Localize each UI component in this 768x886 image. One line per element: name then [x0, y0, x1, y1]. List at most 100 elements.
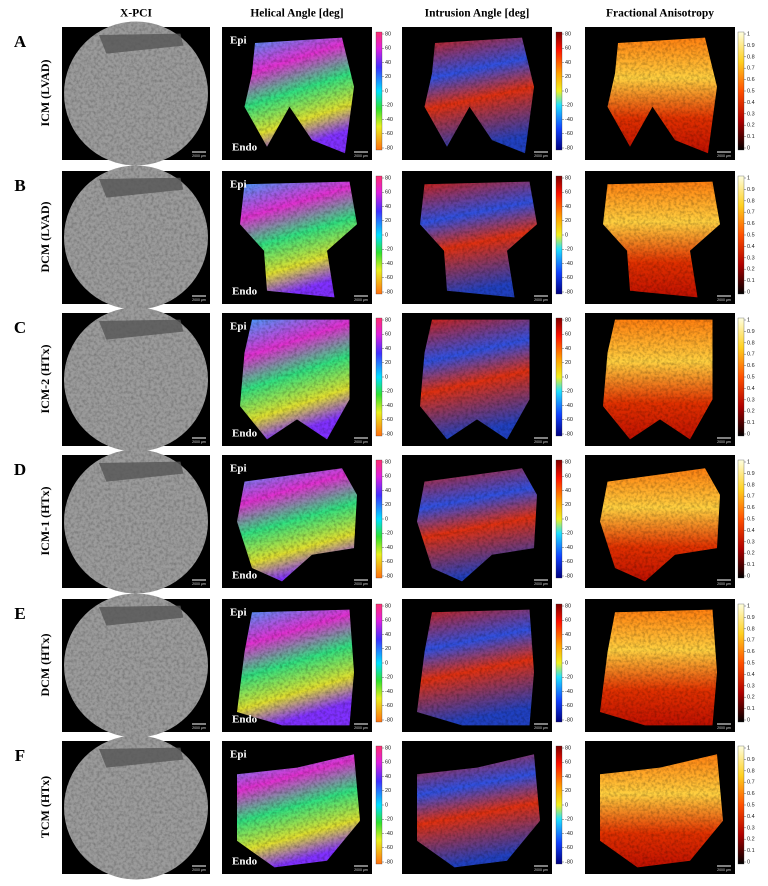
colorbar-tick-label: 0.7 — [747, 210, 755, 216]
endo-label: Endo — [232, 570, 258, 582]
colorbar-tick-label: 0.8 — [747, 198, 755, 204]
colorbar-tick-label: -40 — [565, 117, 573, 123]
colorbar-tick-label: 60 — [385, 332, 391, 338]
endo-label: Endo — [232, 286, 258, 298]
colorbar-tick-label: 0.4 — [747, 814, 755, 820]
colorbar-tick-label: 0 — [747, 289, 750, 295]
tissue-texture — [603, 319, 713, 440]
colorbar-tick-label: 0.9 — [747, 187, 755, 193]
colorbar — [375, 745, 383, 865]
colorbar-tick-label: 0.6 — [747, 791, 755, 797]
colorbar-tick-label: -40 — [565, 689, 573, 695]
row-letter: B — [14, 176, 25, 195]
colorbar-tick-label: 0.3 — [747, 539, 755, 545]
tissue-texture — [603, 181, 720, 298]
scale-bar-label: 2000 μm — [717, 868, 731, 872]
colorbar-tick-label: 0 — [385, 232, 388, 238]
colorbar-tick-label: 0 — [747, 145, 750, 151]
colorbar-tick-label: 60 — [565, 46, 571, 52]
colorbar-tick-label: -60 — [385, 417, 393, 423]
colorbar-tick-label: -20 — [385, 247, 393, 253]
xpci-band — [99, 319, 184, 340]
colorbar-tick-label: -20 — [385, 103, 393, 109]
xpci-texture — [64, 307, 208, 452]
colorbar-tick-label: -60 — [385, 703, 393, 709]
tissue-texture — [607, 37, 717, 154]
colorbar-tick-label: 0.1 — [747, 562, 755, 568]
colorbar-tick-label: 0.8 — [747, 482, 755, 488]
scale-bar-label: 2000 μm — [717, 440, 731, 444]
colorbar-tick-label: 60 — [565, 760, 571, 766]
colorbar-tick-label: 0.2 — [747, 837, 755, 843]
colorbar — [375, 31, 383, 151]
colorbar-tick-label: -60 — [565, 131, 573, 137]
colorbar-tick-label: -60 — [385, 845, 393, 851]
colorbar-tick-label: -20 — [565, 675, 573, 681]
colorbar-tick-label: 0.1 — [747, 848, 755, 854]
colorbar-tick-label: 0.9 — [747, 615, 755, 621]
colorbar-tick-label: -20 — [565, 247, 573, 253]
row-label: ICM-1 (HTx) — [38, 487, 52, 556]
tissue-texture — [240, 319, 350, 440]
colorbar-tick-label: 0.5 — [747, 232, 755, 238]
epi-label: Epi — [230, 179, 247, 191]
colorbar-tick-label: 0 — [565, 802, 568, 808]
scale-bar-label: 2000 μm — [717, 726, 731, 730]
colorbar-tick-label: 0 — [747, 431, 750, 437]
colorbar-tick-label: 1 — [747, 31, 750, 37]
colorbar — [737, 31, 745, 151]
colorbar-tick-label: 40 — [565, 60, 571, 66]
colorbar-tick-label: 80 — [565, 31, 571, 37]
endo-label: Endo — [232, 714, 258, 726]
row-letter: D — [14, 460, 26, 479]
colorbar — [737, 317, 745, 437]
scale-bar-label: 2000 μm — [534, 726, 548, 730]
colorbar-tick-label: 0.5 — [747, 88, 755, 94]
colorbar-tick-label: 0.4 — [747, 672, 755, 678]
endo-label: Endo — [232, 428, 258, 440]
colorbar-tick-label: 60 — [385, 190, 391, 196]
colorbar-tick-label: -60 — [385, 275, 393, 281]
colorbar-tick-label: 0.9 — [747, 757, 755, 763]
scale-bar-label: 2000 μm — [192, 726, 206, 730]
colorbar-tick-label: 0.6 — [747, 221, 755, 227]
colorbar-tick-label: 40 — [385, 632, 391, 638]
colorbar-tick-label: 0.8 — [747, 626, 755, 632]
colorbar — [555, 603, 563, 723]
colorbar-tick-label: 20 — [385, 646, 391, 652]
colorbar-tick-label: 0.9 — [747, 471, 755, 477]
colorbar-tick-label: 0 — [565, 88, 568, 94]
colorbar — [375, 459, 383, 579]
colorbar-tick-label: 80 — [385, 459, 391, 465]
row-label: ICM-2 (HTx) — [38, 345, 52, 414]
xpci-band — [99, 605, 184, 626]
scale-bar-label: 2000 μm — [192, 440, 206, 444]
colorbar-tick-label: 1 — [747, 317, 750, 323]
colorbar-tick-label: 20 — [385, 788, 391, 794]
colorbar-tick-label: 0.5 — [747, 374, 755, 380]
colorbar-tick-label: -80 — [385, 289, 393, 295]
colorbar-tick-label: 60 — [565, 190, 571, 196]
colorbar — [375, 175, 383, 295]
colorbar-tick-label: -20 — [385, 675, 393, 681]
colorbar-tick-label: 0.3 — [747, 111, 755, 117]
colorbar-tick-label: 20 — [565, 360, 571, 366]
colorbar-tick-label: -80 — [385, 859, 393, 865]
row-letter: C — [14, 318, 26, 337]
colorbar-tick-label: 0.2 — [747, 695, 755, 701]
scale-bar-label: 2000 μm — [534, 298, 548, 302]
colorbar-tick-label: -40 — [385, 261, 393, 267]
colorbar-tick-label: -80 — [385, 573, 393, 579]
tissue-texture — [417, 754, 540, 868]
colorbar-tick-label: -20 — [565, 531, 573, 537]
colorbar-tick-label: 0.1 — [747, 134, 755, 140]
tissue-texture — [237, 609, 354, 726]
colorbar-tick-label: -20 — [385, 817, 393, 823]
scale-bar-label: 2000 μm — [717, 154, 731, 158]
row-letter: A — [14, 32, 27, 51]
row-label: ICM (LVAD) — [38, 59, 52, 126]
colorbar-tick-label: 0.7 — [747, 494, 755, 500]
row-letter: E — [14, 604, 25, 623]
row-label: DCM (HTx) — [38, 634, 52, 697]
